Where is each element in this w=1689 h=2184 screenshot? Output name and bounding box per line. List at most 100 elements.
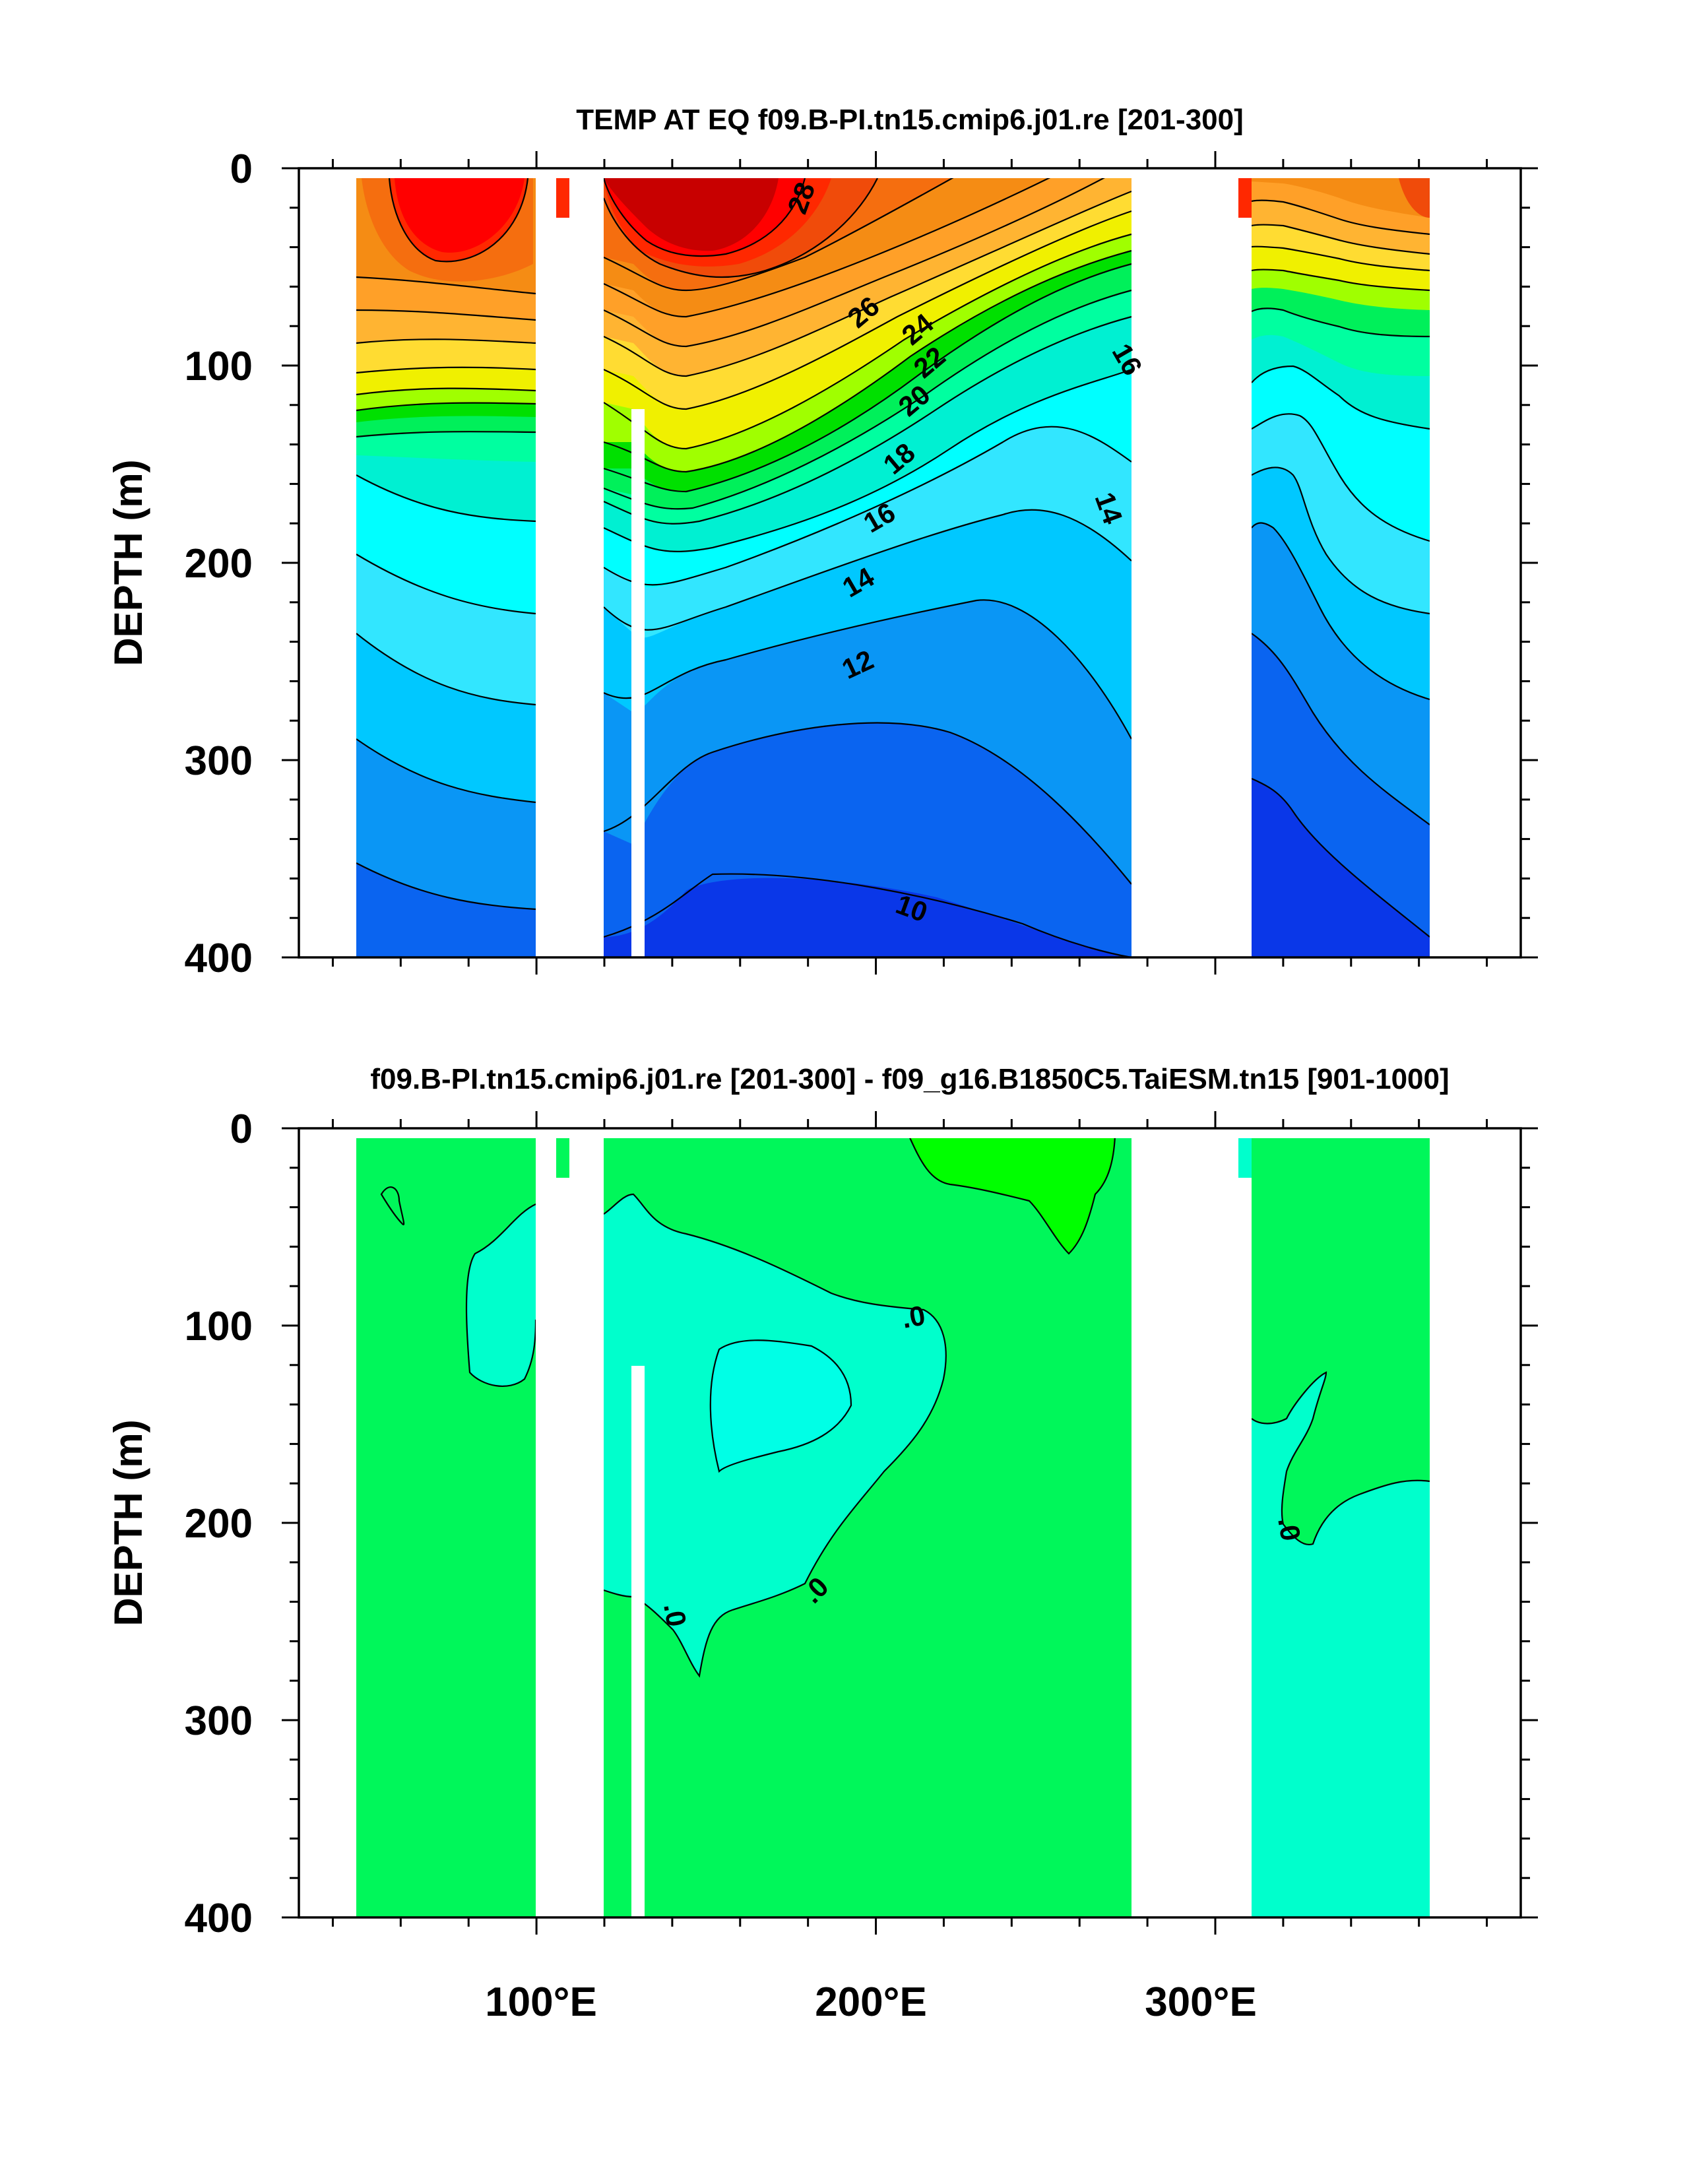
diff-contour-line [908, 1136, 1116, 1255]
diff-contour-line [1251, 1371, 1430, 1546]
temp-contour-line [1251, 413, 1430, 542]
temp-contour-line [356, 309, 536, 321]
y-tick-label: 100 [185, 1304, 253, 1349]
pacific-bands [604, 168, 1131, 957]
difference-panel: f09.B-PI.tn15.cmip6.j01.re [201-300] - f… [106, 1063, 1538, 2025]
temp-contour-line [356, 387, 536, 396]
difference-contour-field [299, 1128, 1521, 1917]
temp-contour-line [356, 431, 536, 438]
diff-contour-line [380, 1186, 405, 1226]
temp-contour-line [1251, 269, 1430, 292]
atlantic-bands [1252, 168, 1430, 937]
land-mask [556, 178, 569, 218]
temp-contour-line [1251, 224, 1430, 255]
temp-contour-line [603, 168, 1069, 318]
temp-contour-line [1251, 365, 1430, 430]
land-mask [299, 168, 356, 957]
temp-contour-line [1251, 522, 1430, 701]
temp-contour-line [603, 263, 1132, 493]
diff-fill-background [1252, 1136, 1430, 1545]
land-mask [556, 1138, 569, 1178]
temp-contour-line [356, 474, 536, 523]
temp-contour-line [602, 177, 878, 278]
temp-contour-line [1251, 633, 1430, 825]
temp-contour-line [603, 509, 1132, 631]
land-mask [299, 1128, 1521, 1138]
temp-contour-line [603, 249, 1132, 473]
temp-contour-line [388, 177, 529, 263]
top-y-axis-label: DEPTH (m) [106, 459, 150, 666]
land-mask [1238, 178, 1252, 218]
temp-contour-line [356, 338, 536, 344]
land-mask [536, 168, 604, 957]
temp-contour-line [356, 738, 536, 804]
bottom-panel-title: f09.B-PI.tn15.cmip6.j01.re [201-300] - f… [370, 1063, 1449, 1095]
temp-contour-line [603, 168, 971, 292]
contour-label: .0 [658, 1601, 692, 1629]
temp-contour-line [1251, 199, 1430, 236]
x-tick-label: 300°E [1145, 1979, 1257, 2025]
y-tick-label: 300 [185, 1698, 253, 1744]
bottom-y-axis-label: DEPTH (m) [106, 1419, 150, 1626]
x-tick-label: 200°E [815, 1979, 927, 2025]
temp-fill-band [395, 178, 525, 253]
x-tick-labels: 100°E 200°E 300°E [485, 1979, 1257, 2025]
y-tick-label: 100 [185, 344, 253, 389]
temp-contour-line [603, 873, 1132, 957]
top-panel-title: TEMP AT EQ f09.B-PI.tn15.cmip6.j01.re [2… [576, 104, 1244, 136]
temp-contour-line [603, 190, 1132, 377]
x-tick-label: 100°E [485, 1979, 597, 2025]
diff-fill-negative [466, 1204, 536, 1386]
temp-contour-line [356, 862, 536, 911]
temp-fill-band [1399, 178, 1430, 218]
contour-label: .0 [899, 1300, 928, 1334]
contour-label: .0 [1272, 1515, 1306, 1543]
land-mask [1430, 168, 1521, 957]
y-tick-label: 200 [185, 1501, 253, 1547]
land-mask [1238, 1138, 1252, 1178]
temp-contour-line [603, 168, 1122, 348]
temp-contour-line [356, 633, 536, 706]
temp-contour-lines [356, 168, 1430, 957]
y-tick-label: 400 [185, 936, 253, 981]
top-y-tick-labels: 0 100 200 300 400 [185, 146, 253, 981]
land-mask [299, 168, 1521, 178]
temp-contour-line [602, 177, 806, 257]
bottom-axis-ticks [282, 1111, 1538, 1935]
land-mask [1131, 1128, 1252, 1917]
land-mask [299, 1128, 356, 1917]
temperature-panel: TEMP AT EQ f09.B-PI.tn15.cmip6.j01.re [2… [106, 104, 1538, 981]
land-mask [1430, 1128, 1521, 1917]
diff-fill-positive [909, 1136, 1115, 1254]
diff-contour-line [709, 1339, 852, 1473]
temp-contour-line [1251, 466, 1430, 615]
y-tick-label: 300 [185, 738, 253, 784]
temp-contour-line [603, 722, 1132, 885]
temp-contour-line [356, 366, 536, 374]
temp-contour-line [603, 289, 1132, 510]
y-tick-label: 0 [230, 146, 253, 192]
bottom-y-tick-labels: 0 100 200 300 400 [185, 1107, 253, 1941]
temp-contour-line [603, 599, 1132, 740]
temp-contour-line [356, 402, 536, 412]
temp-fill-band [1252, 168, 1430, 218]
y-tick-label: 400 [185, 1896, 253, 1941]
land-mask [631, 1366, 645, 1917]
temp-contour-line [603, 315, 1132, 525]
temp-contour-line [1251, 777, 1430, 938]
temp-contour-line [1251, 245, 1430, 272]
temp-fill-band [604, 878, 1131, 957]
land-mask [536, 1128, 604, 1917]
y-tick-label: 200 [185, 541, 253, 587]
temp-contour-line [356, 276, 536, 295]
temp-fill-band [604, 178, 779, 251]
y-tick-label: 0 [230, 1107, 253, 1152]
temperature-contour-field [299, 168, 1521, 957]
temp-contour-line [603, 233, 1132, 450]
diff-contour-line [603, 1193, 947, 1678]
temp-contour-line [603, 426, 1132, 586]
temp-contour-line [603, 210, 1132, 410]
land-mask [631, 409, 645, 957]
temp-contour-line [603, 368, 1132, 552]
